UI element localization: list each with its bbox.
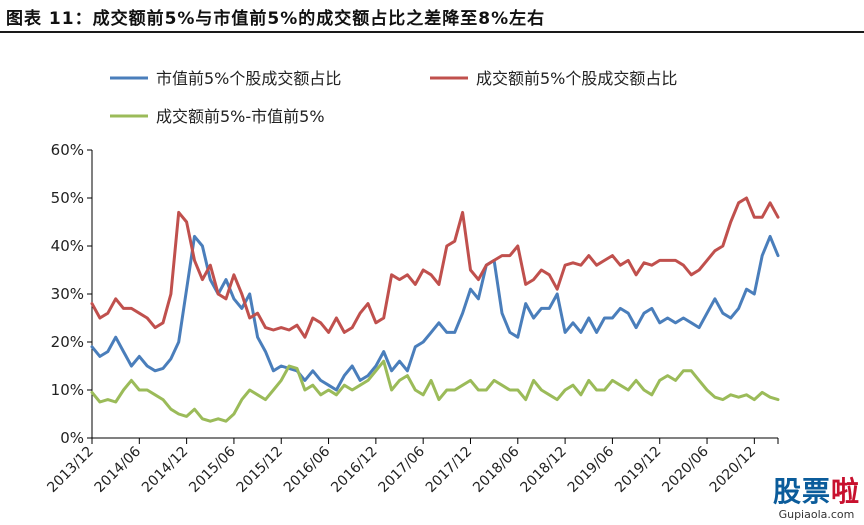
x-tick-label: 2017/06: [376, 443, 429, 496]
x-tick-label: 2020/12: [707, 444, 759, 496]
series-line-blue: [90, 234, 780, 392]
figure-title: 图表 11：成交额前5%与市值前5%的成交额占比之差降至8%左右: [6, 9, 546, 29]
title-rule: [0, 31, 864, 33]
x-tick-label: 2015/12: [234, 444, 286, 496]
y-tick-label: 40%: [51, 237, 84, 255]
watermark-logo: 股票啦 Gupiaola.com: [773, 470, 860, 521]
watermark-url: Gupiaola.com: [778, 508, 855, 521]
series-layer: [90, 196, 780, 423]
x-tick-label: 2020/06: [659, 443, 712, 496]
x-tick-label: 2014/12: [139, 444, 191, 496]
x-tick-label: 2017/12: [423, 444, 475, 496]
legend-label-blue: 市值前5%个股成交额占比: [156, 69, 341, 88]
y-tick-label: 10%: [51, 381, 84, 399]
series-line-green: [90, 359, 780, 423]
x-tick-label: 2016/06: [281, 443, 334, 496]
x-tick-label: 2015/06: [186, 443, 239, 496]
x-tick-label: 2014/06: [92, 443, 145, 496]
watermark-text-2: 啦: [830, 475, 860, 508]
series-line-red: [90, 196, 780, 339]
y-tick-label: 60%: [51, 141, 84, 159]
y-tick-label: 0%: [60, 429, 84, 447]
x-tick-label: 2016/12: [328, 444, 380, 496]
x-tick-label: 2019/06: [565, 443, 618, 496]
x-tick-label: 2019/12: [612, 444, 664, 496]
y-tick-label: 50%: [51, 189, 84, 207]
y-tick-label: 30%: [51, 285, 84, 303]
legend-label-green: 成交额前5%-市值前5%: [156, 107, 325, 126]
x-tick-label: 2018/12: [517, 444, 569, 496]
legend-label-red: 成交额前5%个股成交额占比: [476, 69, 677, 88]
watermark-text-1: 股票: [772, 475, 831, 508]
y-tick-label: 20%: [51, 333, 84, 351]
x-tick-label: 2018/06: [470, 443, 523, 496]
x-tick-label: 2013/12: [44, 444, 96, 496]
